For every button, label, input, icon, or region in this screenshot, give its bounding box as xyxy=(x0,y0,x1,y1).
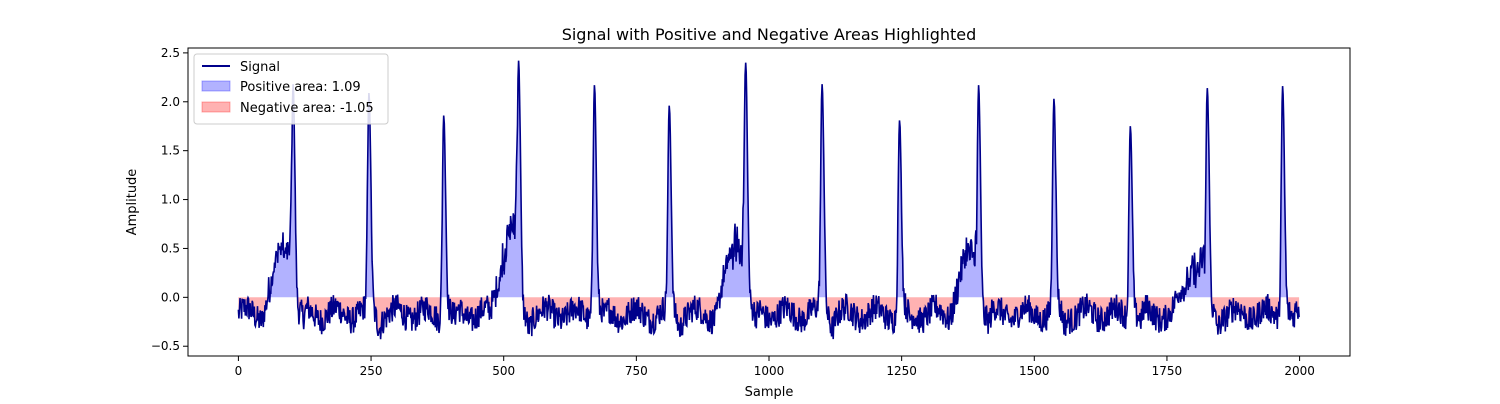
x-tick-label: 750 xyxy=(625,364,648,378)
x-axis-label: Sample xyxy=(745,385,794,400)
x-tick-label: 0 xyxy=(235,364,243,378)
x-tick-label: 2000 xyxy=(1284,364,1315,378)
chart-title: Signal with Positive and Negative Areas … xyxy=(562,25,977,44)
legend: Signal Positive area: 1.09 Negative area… xyxy=(194,54,388,124)
y-tick-label: 0.5 xyxy=(161,241,180,255)
x-tick-label: 1750 xyxy=(1152,364,1183,378)
x-tick-label: 1250 xyxy=(886,364,917,378)
legend-swatch-positive xyxy=(202,81,230,91)
legend-label-signal: Signal xyxy=(240,60,280,75)
x-axis: 0 250 500 750 1000 1250 1500 1750 2000 xyxy=(235,356,1315,378)
x-tick-label: 1500 xyxy=(1019,364,1050,378)
y-axis-label: Amplitude xyxy=(125,169,140,236)
y-tick-label: −0.5 xyxy=(151,339,180,353)
y-tick-label: 1.0 xyxy=(161,193,180,207)
y-axis: −0.5 0.0 0.5 1.0 1.5 2.0 2.5 xyxy=(151,46,188,353)
legend-swatch-negative xyxy=(202,102,230,112)
legend-label-negative: Negative area: -1.05 xyxy=(240,101,374,116)
x-tick-label: 500 xyxy=(492,364,515,378)
y-tick-label: 1.5 xyxy=(161,144,180,158)
plot-area xyxy=(238,61,1299,340)
x-tick-label: 250 xyxy=(360,364,383,378)
y-tick-label: 2.5 xyxy=(161,46,180,60)
y-tick-label: 0.0 xyxy=(161,290,180,304)
x-tick-label: 1000 xyxy=(754,364,785,378)
y-tick-label: 2.0 xyxy=(161,95,180,109)
legend-label-positive: Positive area: 1.09 xyxy=(240,80,361,95)
